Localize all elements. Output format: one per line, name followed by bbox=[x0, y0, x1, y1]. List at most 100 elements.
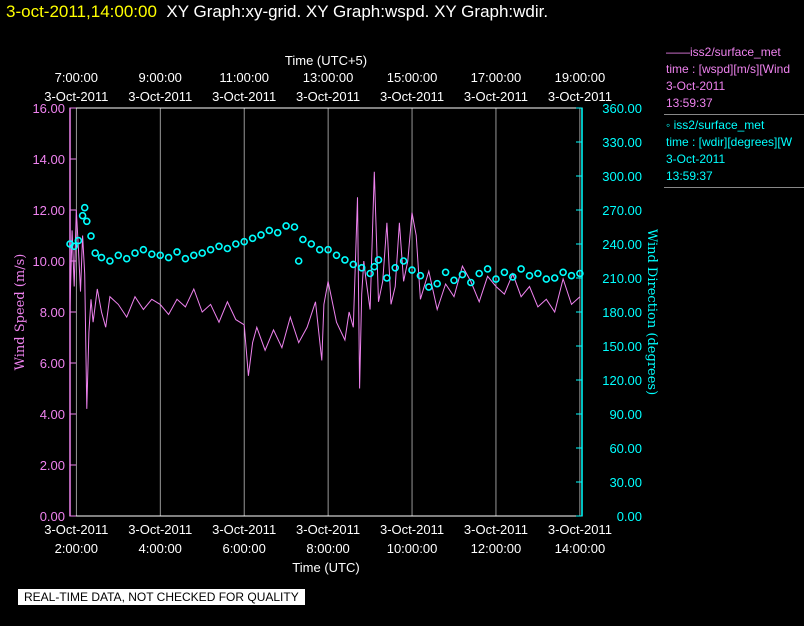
legend-wdir-name: ◦ iss2/surface_met bbox=[666, 118, 765, 132]
quality-disclaimer: REAL-TIME DATA, NOT CHECKED FOR QUALITY bbox=[18, 589, 305, 605]
wind-direction-point bbox=[458, 270, 467, 279]
wind-direction-point bbox=[190, 251, 198, 260]
y-right-tick-label: 300.00 bbox=[602, 169, 642, 184]
wind-direction-point bbox=[114, 251, 123, 260]
y-left-tick-label: 16.00 bbox=[32, 101, 65, 116]
x-tick-date: 3-Oct-2011 bbox=[380, 522, 444, 537]
legend-wdir-desc: time : [wdir][degrees][W bbox=[666, 135, 793, 149]
top-tick-date: 3-Oct-2011 bbox=[212, 89, 276, 104]
legend-wdir-time: 13:59:37 bbox=[666, 169, 713, 183]
legend-wspd[interactable]: ——iss2/surface_met time : [wspd][m/s][Wi… bbox=[664, 44, 804, 115]
wind-direction-point bbox=[492, 275, 500, 283]
y-right-tick-label: 90.00 bbox=[609, 407, 642, 422]
top-tick-time: 15:00:00 bbox=[387, 70, 438, 85]
x-tick-date: 3-Oct-2011 bbox=[128, 522, 192, 537]
y-right-tick-label: 180.00 bbox=[602, 305, 642, 320]
x-tick-date: 3-Oct-2011 bbox=[44, 522, 108, 537]
y-right-tick-label: 120.00 bbox=[602, 373, 642, 388]
legend-wspd-time: 13:59:37 bbox=[666, 96, 713, 110]
header-date: 3-oct-2011,14:00:00 bbox=[6, 2, 157, 21]
y-right-axis-label: Wind Direction (degrees) bbox=[644, 229, 659, 395]
top-tick-time: 17:00:00 bbox=[471, 70, 522, 85]
legend-wspd-desc: time : [wspd][m/s][Wind bbox=[666, 62, 791, 76]
y-left-tick-label: 4.00 bbox=[40, 407, 65, 422]
wind-direction-point bbox=[87, 232, 95, 240]
wind-direction-point bbox=[83, 217, 91, 226]
wind-direction-point bbox=[349, 260, 358, 269]
top-tick-time: 7:00:00 bbox=[55, 70, 98, 85]
wind-direction-point bbox=[198, 249, 206, 257]
y-left-tick-label: 10.00 bbox=[32, 254, 65, 269]
legend-wdir-date: 3-Oct-2011 bbox=[666, 152, 726, 166]
wind-direction-point bbox=[164, 253, 173, 262]
wind-direction-point bbox=[542, 275, 551, 283]
wind-direction-point bbox=[416, 271, 425, 280]
y-right-tick-label: 330.00 bbox=[602, 135, 642, 150]
y-left-tick-label: 12.00 bbox=[32, 203, 65, 218]
wind-direction-point bbox=[240, 237, 248, 246]
wind-direction-point bbox=[374, 256, 383, 264]
top-tick-date: 3-Oct-2011 bbox=[548, 89, 612, 104]
wind-direction-point bbox=[97, 253, 106, 262]
top-tick-date: 3-Oct-2011 bbox=[128, 89, 192, 104]
y-left-tick-label: 0.00 bbox=[40, 509, 65, 524]
legend: ——iss2/surface_met time : [wspd][m/s][Wi… bbox=[664, 44, 804, 188]
y-left-tick-label: 2.00 bbox=[40, 458, 65, 473]
y-right-tick-label: 270.00 bbox=[602, 203, 642, 218]
wind-direction-point bbox=[248, 234, 257, 243]
x-axis-label: Time (UTC) bbox=[292, 560, 359, 575]
wind-direction-point bbox=[282, 222, 290, 230]
top-tick-date: 3-Oct-2011 bbox=[380, 89, 444, 104]
wind-direction-point bbox=[74, 236, 83, 245]
wind-direction-point bbox=[517, 265, 525, 273]
header-title: XY Graph:xy-grid. XY Graph:wspd. XY Grap… bbox=[166, 2, 549, 21]
top-axis-label: Time (UTC+5) bbox=[285, 53, 367, 68]
legend-wspd-date: 3-Oct-2011 bbox=[666, 79, 726, 93]
wind-direction-point bbox=[332, 251, 341, 260]
y-right-tick-label: 60.00 bbox=[609, 441, 642, 456]
wind-speed-line bbox=[69, 171, 581, 409]
top-tick-time: 11:00:00 bbox=[219, 70, 269, 85]
wind-direction-point bbox=[341, 256, 349, 264]
y-left-axis-label: Wind Speed (m/s) bbox=[13, 254, 28, 371]
x-tick-date: 3-Oct-2011 bbox=[212, 522, 276, 537]
top-tick-time: 9:00:00 bbox=[139, 70, 182, 85]
top-tick-time: 13:00:00 bbox=[303, 70, 354, 85]
wind-direction-point bbox=[122, 254, 131, 263]
wind-direction-point bbox=[508, 273, 517, 281]
wind-direction-point bbox=[433, 279, 442, 288]
x-tick-time: 4:00:00 bbox=[139, 541, 182, 556]
top-tick-date: 3-Oct-2011 bbox=[44, 89, 108, 104]
wind-direction-point bbox=[257, 231, 265, 239]
wind-direction-point bbox=[391, 263, 400, 272]
x-tick-time: 8:00:00 bbox=[306, 541, 349, 556]
wind-direction-point bbox=[424, 283, 433, 291]
wind-direction-point bbox=[450, 276, 458, 285]
y-left-tick-label: 14.00 bbox=[32, 152, 65, 167]
y-right-tick-label: 30.00 bbox=[609, 475, 642, 490]
wind-direction-point bbox=[324, 245, 332, 254]
legend-wspd-name: ——iss2/surface_met bbox=[666, 45, 781, 59]
top-tick-time: 19:00:00 bbox=[555, 70, 606, 85]
wind-direction-point bbox=[408, 266, 416, 274]
wind-direction-point bbox=[106, 257, 114, 265]
wind-direction-point bbox=[80, 203, 89, 212]
wind-direction-point bbox=[357, 263, 366, 272]
wind-direction-point bbox=[148, 250, 156, 258]
wind-direction-point bbox=[181, 254, 190, 263]
wind-direction-point bbox=[223, 244, 232, 253]
wind-direction-point bbox=[273, 228, 282, 237]
y-right-tick-label: 150.00 bbox=[602, 339, 642, 354]
x-tick-date: 3-Oct-2011 bbox=[464, 522, 528, 537]
x-tick-time: 2:00:00 bbox=[55, 541, 98, 556]
wind-direction-point bbox=[383, 274, 391, 282]
wind-direction-point bbox=[206, 245, 215, 254]
wind-direction-point bbox=[370, 262, 379, 271]
legend-wdir[interactable]: ◦ iss2/surface_met time : [wdir][degrees… bbox=[664, 117, 804, 188]
wind-direction-point bbox=[466, 278, 475, 287]
top-tick-date: 3-Oct-2011 bbox=[464, 89, 528, 104]
x-tick-date: 3-Oct-2011 bbox=[548, 522, 612, 537]
plot-frame bbox=[69, 107, 583, 517]
wind-direction-point bbox=[78, 211, 87, 220]
x-tick-time: 14:00:00 bbox=[555, 541, 606, 556]
